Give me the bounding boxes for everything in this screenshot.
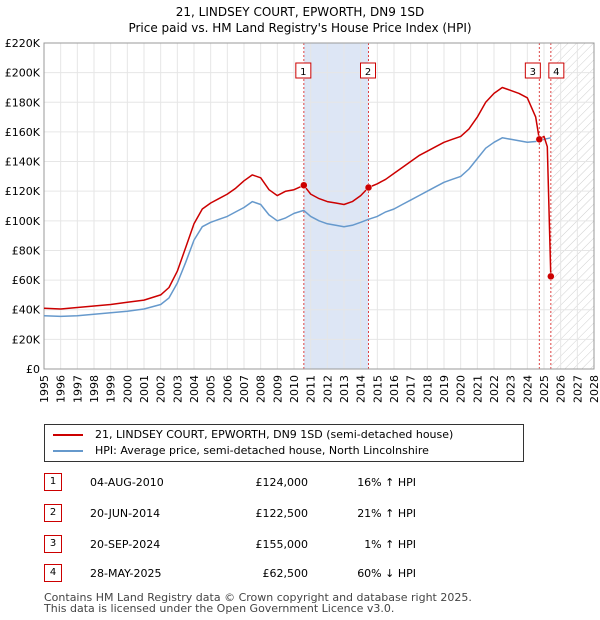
y-tick-label: £220K <box>5 37 41 50</box>
x-tick-label: 2019 <box>438 375 451 403</box>
transaction-row: 4 28-MAY-2025 £62,500 60% ↓ HPI <box>44 564 584 584</box>
sale-badge-label: 1 <box>300 67 306 78</box>
future-region <box>550 43 594 369</box>
x-tick-label: 1996 <box>55 375 68 403</box>
x-tick-label: 2021 <box>471 375 484 403</box>
property-price-line <box>43 86 552 310</box>
y-tick-label: £180K <box>5 96 41 109</box>
x-tick-label: 2018 <box>421 375 434 403</box>
x-tick-label: 2001 <box>138 375 151 403</box>
y-tick-label: £80K <box>12 244 41 257</box>
transaction-row: 3 20-SEP-2024 £155,000 1% ↑ HPI <box>44 535 584 555</box>
y-tick-label: £120K <box>5 185 41 198</box>
sale-badge-box <box>360 62 376 79</box>
highlight-band <box>303 43 369 369</box>
transaction-date: 28-MAY-2025 <box>90 567 162 580</box>
x-tick-label: 2008 <box>255 375 268 403</box>
x-tick-label: 2024 <box>521 375 534 403</box>
footer-licence: This data is licensed under the Open Gov… <box>44 602 395 615</box>
y-tick-label: £0 <box>26 363 40 376</box>
transaction-hpi-change: 21% ↑ HPI <box>357 507 416 520</box>
x-tick-label: 2013 <box>338 375 351 403</box>
transaction-badge: 3 <box>44 535 62 553</box>
legend-label-property: 21, LINDSEY COURT, EPWORTH, DN9 1SD (sem… <box>95 428 454 441</box>
sale-point <box>547 272 555 281</box>
sale-badge-box <box>548 62 565 79</box>
transaction-date: 20-SEP-2024 <box>90 538 161 551</box>
x-tick-label: 2007 <box>238 375 251 403</box>
sale-marker-badge: 4 <box>548 62 565 79</box>
y-tick-label: £100K <box>5 215 41 228</box>
sale-point <box>535 135 544 144</box>
sale-badge-box <box>295 62 312 79</box>
x-tick-label: 2022 <box>488 375 501 403</box>
x-tick-label: 2009 <box>271 375 284 403</box>
transaction-hpi-change: 60% ↓ HPI <box>357 567 416 580</box>
transaction-price: £155,000 <box>255 538 309 551</box>
chart-subtitle: Price paid vs. HM Land Registry's House … <box>128 21 472 35</box>
x-tick-label: 2005 <box>205 375 218 403</box>
hpi-line <box>43 137 551 318</box>
x-tick-label: 2014 <box>355 375 368 403</box>
footer-copyright: Contains HM Land Registry data © Crown c… <box>44 591 472 604</box>
x-tick-label: 2023 <box>505 375 518 403</box>
chart-title: 21, LINDSEY COURT, EPWORTH, DN9 1SD <box>175 5 425 19</box>
legend: 21, LINDSEY COURT, EPWORTH, DN9 1SD (sem… <box>44 424 524 462</box>
transaction-hpi-change: 1% ↑ HPI <box>364 538 416 551</box>
transaction-price: £124,000 <box>255 476 309 489</box>
x-tick-label: 2012 <box>321 375 334 403</box>
sale-point <box>364 183 373 192</box>
sale-badge-label: 3 <box>530 67 536 78</box>
transaction-badge: 1 <box>44 473 62 491</box>
x-tick-label: 2003 <box>171 375 184 403</box>
x-tick-label: 2011 <box>305 375 318 403</box>
x-tick-label: 2004 <box>188 375 201 403</box>
y-tick-label: £40K <box>12 304 41 317</box>
x-tick-label: 2027 <box>571 375 584 403</box>
x-tick-label: 1999 <box>105 375 118 403</box>
x-tick-label: 1995 <box>38 375 51 403</box>
transaction-date: 20-JUN-2014 <box>90 507 161 520</box>
transaction-hpi-change: 16% ↑ HPI <box>357 476 416 489</box>
sale-point <box>300 181 308 190</box>
plot-border <box>43 42 595 370</box>
transaction-badge: 4 <box>44 564 62 582</box>
sale-marker-badge: 2 <box>360 62 376 79</box>
y-tick-label: £200K <box>5 67 41 80</box>
y-tick-label: £160K <box>5 126 41 139</box>
y-tick-label: £140K <box>5 156 41 169</box>
y-tick-label: £60K <box>12 274 41 287</box>
transaction-row: 1 04-AUG-2010 £124,000 16% ↑ HPI <box>44 473 584 493</box>
x-tick-label: 2017 <box>405 375 418 403</box>
transaction-badge: 2 <box>44 504 62 522</box>
x-tick-label: 2000 <box>121 375 134 403</box>
price-chart: £0 £20K £40K £60K £80K £100K £120K £140K £160K £1… <box>5 37 600 403</box>
x-tick-label: 1998 <box>88 375 101 403</box>
x-tick-label: 2002 <box>155 375 168 403</box>
x-tick-label: 2025 <box>538 375 551 403</box>
transaction-row: 2 20-JUN-2014 £122,500 21% ↑ HPI <box>44 504 584 524</box>
transaction-price: £122,500 <box>255 507 309 520</box>
legend-swatch-property <box>53 434 83 436</box>
x-tick-label: 2016 <box>388 375 401 403</box>
x-tick-label: 2015 <box>371 375 384 403</box>
sale-marker-badge: 3 <box>524 62 541 79</box>
sale-badge-box <box>524 62 541 79</box>
legend-swatch-hpi <box>53 450 83 452</box>
x-tick-label: 2020 <box>455 375 468 403</box>
sale-marker-badge: 1 <box>295 62 312 79</box>
x-tick-label: 2006 <box>221 375 234 403</box>
sale-badge-label: 2 <box>365 67 371 78</box>
transaction-date: 04-AUG-2010 <box>90 476 164 489</box>
legend-label-hpi: HPI: Average price, semi-detached house,… <box>95 444 429 457</box>
transaction-price: £62,500 <box>262 567 309 580</box>
x-tick-label: 1997 <box>71 375 84 403</box>
x-tick-label: 2028 <box>588 375 600 403</box>
x-tick-label: 2010 <box>288 375 301 403</box>
x-tick-label: 2026 <box>555 375 568 403</box>
y-tick-label: £20K <box>12 333 41 346</box>
sale-badge-label: 4 <box>553 67 559 78</box>
